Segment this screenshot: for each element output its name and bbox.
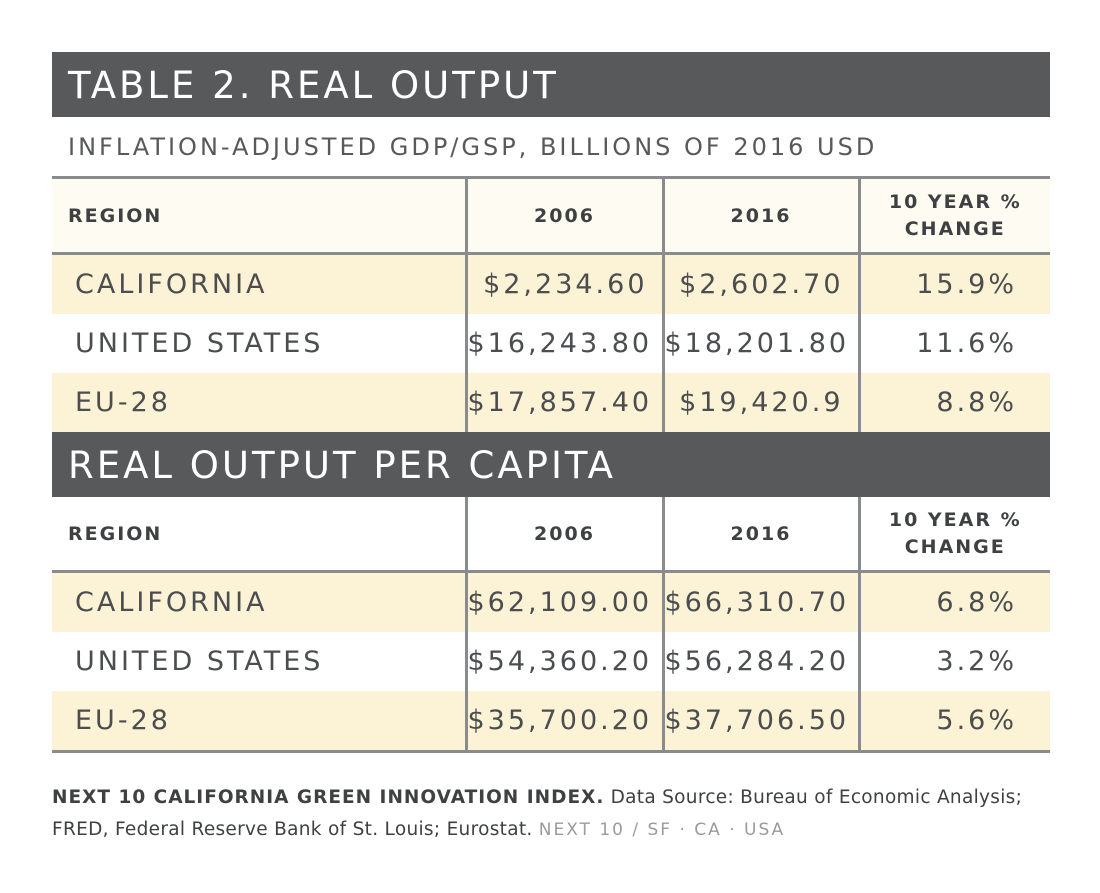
header-change: 10 YEAR % CHANGE <box>857 497 1050 573</box>
region-cell: CALIFORNIA <box>52 571 466 632</box>
header-change-line2: CHANGE <box>904 535 1006 558</box>
header-change: 10 YEAR % CHANGE <box>857 177 1050 255</box>
value-2016-cell: $19,420.9 <box>661 373 859 432</box>
value-2006-cell: $62,109.00 <box>464 571 663 632</box>
table-row: UNITED STATES $54,360.20 $56,284.20 3.2% <box>52 632 1050 691</box>
header-change-line2: CHANGE <box>904 217 1006 240</box>
value-2006-cell: $16,243.80 <box>464 314 663 373</box>
real-output-per-capita-table: REGION 2006 2016 10 YEAR % CHANGE CALIFOR… <box>52 497 1050 753</box>
value-2016-cell: $18,201.80 <box>661 314 859 373</box>
real-output-table: REGION 2006 2016 10 YEAR % CHANGE CALIFOR… <box>52 176 1050 432</box>
change-cell: 8.8% <box>857 373 1050 432</box>
header-change-line1: 10 YEAR % <box>888 190 1022 213</box>
region-cell: UNITED STATES <box>52 314 466 373</box>
change-cell: 11.6% <box>857 314 1050 373</box>
header-region: REGION <box>52 497 466 573</box>
header-2006: 2006 <box>464 177 663 255</box>
table-title: TABLE 2. REAL OUTPUT <box>52 52 1050 117</box>
footer-tag: NEXT 10 / SF · CA · USA <box>538 820 786 840</box>
change-cell: 3.2% <box>857 632 1050 691</box>
table-row: CALIFORNIA $2,234.60 $2,602.70 15.9% <box>52 253 1050 314</box>
value-2006-cell: $2,234.60 <box>464 253 663 314</box>
header-2016: 2016 <box>661 497 859 573</box>
value-2016-cell: $66,310.70 <box>661 571 859 632</box>
header-region: REGION <box>52 177 466 255</box>
table-row: UNITED STATES $16,243.80 $18,201.80 11.6… <box>52 314 1050 373</box>
value-2016-cell: $56,284.20 <box>661 632 859 691</box>
value-2006-cell: $17,857.40 <box>464 373 663 432</box>
value-2006-cell: $54,360.20 <box>464 632 663 691</box>
table-subtitle: INFLATION-ADJUSTED GDP/GSP, BILLIONS OF … <box>68 133 878 161</box>
value-2006-cell: $35,700.20 <box>464 691 663 752</box>
table-row: EU-28 $17,857.40 $19,420.9 8.8% <box>52 373 1050 432</box>
table-header-row: REGION 2006 2016 10 YEAR % CHANGE <box>52 177 1050 255</box>
table-figure: TABLE 2. REAL OUTPUT INFLATION-ADJUSTED … <box>52 52 1050 753</box>
region-cell: UNITED STATES <box>52 632 466 691</box>
table-row: CALIFORNIA $62,109.00 $66,310.70 6.8% <box>52 571 1050 632</box>
value-2016-cell: $37,706.50 <box>661 691 859 752</box>
source-note: NEXT 10 CALIFORNIA GREEN INNOVATION INDE… <box>52 782 1052 846</box>
footer-source: Data Source: Bureau of Economic Analysis… <box>52 787 1023 840</box>
header-2016: 2016 <box>661 177 859 255</box>
change-cell: 6.8% <box>857 571 1050 632</box>
footer-brand: NEXT 10 CALIFORNIA GREEN INNOVATION INDE… <box>52 787 605 808</box>
value-2016-cell: $2,602.70 <box>661 253 859 314</box>
header-change-line1: 10 YEAR % <box>888 508 1022 531</box>
region-cell: EU-28 <box>52 373 466 432</box>
region-cell: EU-28 <box>52 691 466 752</box>
region-cell: CALIFORNIA <box>52 253 466 314</box>
change-cell: 15.9% <box>857 253 1050 314</box>
table-row: EU-28 $35,700.20 $37,706.50 5.6% <box>52 691 1050 752</box>
table-header-row: REGION 2006 2016 10 YEAR % CHANGE <box>52 497 1050 573</box>
section-title: REAL OUTPUT PER CAPITA <box>52 432 1050 497</box>
header-2006: 2006 <box>464 497 663 573</box>
change-cell: 5.6% <box>857 691 1050 752</box>
